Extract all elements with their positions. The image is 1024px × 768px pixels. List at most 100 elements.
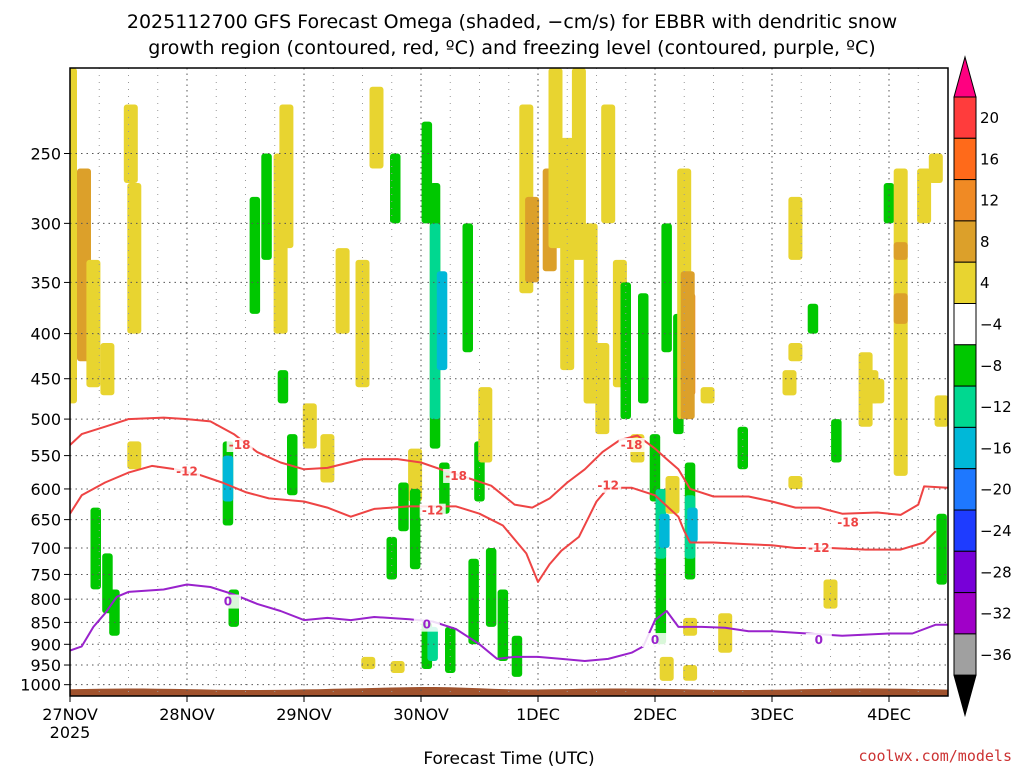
omega-patch [409, 488, 421, 570]
omega-patch [788, 196, 803, 260]
colorbar-segment [953, 550, 977, 594]
y-tick-label: 700 [30, 539, 61, 558]
omega-patch [659, 513, 670, 548]
y-tick-label: 350 [30, 273, 61, 292]
colorbar-label: 8 [980, 233, 990, 251]
omega-patch [361, 656, 376, 670]
omega-patch [571, 68, 586, 260]
omega-patch [700, 387, 715, 404]
omega-patch [936, 513, 947, 585]
colorbar-label: −4 [980, 316, 1002, 334]
y-tick-label: 750 [30, 565, 61, 584]
colorbar-segment [953, 344, 977, 387]
contour-label-bg [214, 594, 241, 609]
omega-patch [90, 507, 101, 590]
plot-frame [69, 67, 949, 697]
omega-patch [427, 626, 438, 661]
contour-label-bg [595, 478, 622, 493]
contour-label-bg [443, 468, 470, 483]
omega-patch [478, 387, 493, 463]
colorbar-segment [953, 220, 977, 263]
colorbar-label: 16 [980, 150, 999, 168]
colorbar: 20 16 12 8 4 −4 −8 −12 −16 −20 −24 −28 −32 −36 [953, 55, 1012, 718]
colorbar-label: −12 [980, 398, 1012, 416]
colorbar-label: −8 [980, 357, 1002, 375]
omega-patch [497, 589, 509, 661]
colorbar-segment [953, 303, 977, 346]
omega-patch [525, 196, 540, 283]
omega-patch [917, 168, 932, 224]
omega-patch [390, 153, 401, 224]
omega-patch [355, 259, 370, 388]
colorbar-segment [953, 96, 977, 139]
omega-patch [127, 441, 142, 470]
omega-patch [782, 370, 797, 396]
y-tick-label: 400 [30, 325, 61, 344]
contour-label: 0 [651, 633, 659, 647]
contour-label: -12 [176, 464, 198, 478]
omega-patch [870, 378, 885, 404]
colorbar-segment [953, 592, 977, 635]
contour-label: 0 [815, 633, 823, 647]
x-tick-label: 29NOV [276, 705, 332, 724]
contour-label-bg [835, 515, 862, 530]
omega-patch [436, 271, 448, 371]
y-axis: 250 300 350 400 450 500 550 600 650 700 750 800 850 9… [20, 144, 70, 695]
colorbar-segment [953, 137, 977, 181]
omega-patch [934, 395, 948, 427]
omega-patch [893, 293, 908, 324]
omega-patch [86, 259, 101, 388]
y-tick-label: 650 [30, 511, 61, 530]
plot-area: -18 -18 -18 -18 -12 -12 -12 -12 0 0 0 0 [70, 68, 948, 696]
omega-patch [222, 455, 234, 502]
contour-label: -18 [837, 516, 859, 530]
omega-patch [302, 403, 317, 449]
omega-patch [893, 242, 908, 260]
omega-patch [665, 476, 680, 514]
omega-patch [928, 153, 943, 183]
contour-label: -12 [422, 504, 444, 518]
contour-label: -18 [229, 438, 251, 452]
contour-label: -12 [597, 479, 619, 493]
colorbar-segment [953, 633, 977, 676]
colorbar-segment [953, 55, 977, 98]
x-tick-label: 27NOV [42, 705, 98, 724]
colorbar-segment [953, 385, 977, 428]
omega-patch [883, 183, 895, 224]
omega-patch [421, 121, 433, 224]
omega-patch [687, 507, 698, 543]
y-tick-label: 450 [30, 370, 61, 389]
omega-patch [807, 303, 819, 334]
grid-layer [70, 68, 948, 696]
contour-line [70, 583, 948, 662]
y-tick-label: 900 [30, 635, 61, 654]
contour-label-bg [174, 464, 200, 479]
omega-patch [390, 661, 405, 673]
colorbar-label: −36 [980, 646, 1012, 664]
contour-label-bg [413, 617, 440, 632]
omega-patch [123, 104, 138, 183]
colorbar-segment [953, 674, 977, 718]
omega-patch [127, 183, 142, 334]
omega-patch [659, 656, 674, 681]
contour-line [70, 416, 948, 516]
chart-title-line2: growth region (contoured, red, ºC) and f… [148, 37, 875, 59]
colorbar-segment [953, 426, 977, 470]
contour-label-bg [805, 541, 832, 556]
colorbar-label: −20 [980, 481, 1012, 499]
omega-patch [718, 613, 733, 653]
omega-patch [823, 579, 838, 609]
contour-label: 0 [423, 618, 431, 632]
colorbar-label: 12 [980, 192, 999, 210]
colorbar-label: −24 [980, 522, 1012, 540]
omega-patch [601, 104, 616, 224]
omega-patch [287, 434, 298, 496]
y-tick-label: 850 [30, 613, 61, 632]
contour-label: -18 [621, 438, 643, 452]
contour-label-bg [642, 633, 668, 648]
colorbar-label: 4 [980, 274, 990, 292]
omega-patch [261, 153, 272, 260]
x-tick-label: 3DEC [750, 705, 794, 724]
contour-label: 0 [224, 595, 232, 609]
